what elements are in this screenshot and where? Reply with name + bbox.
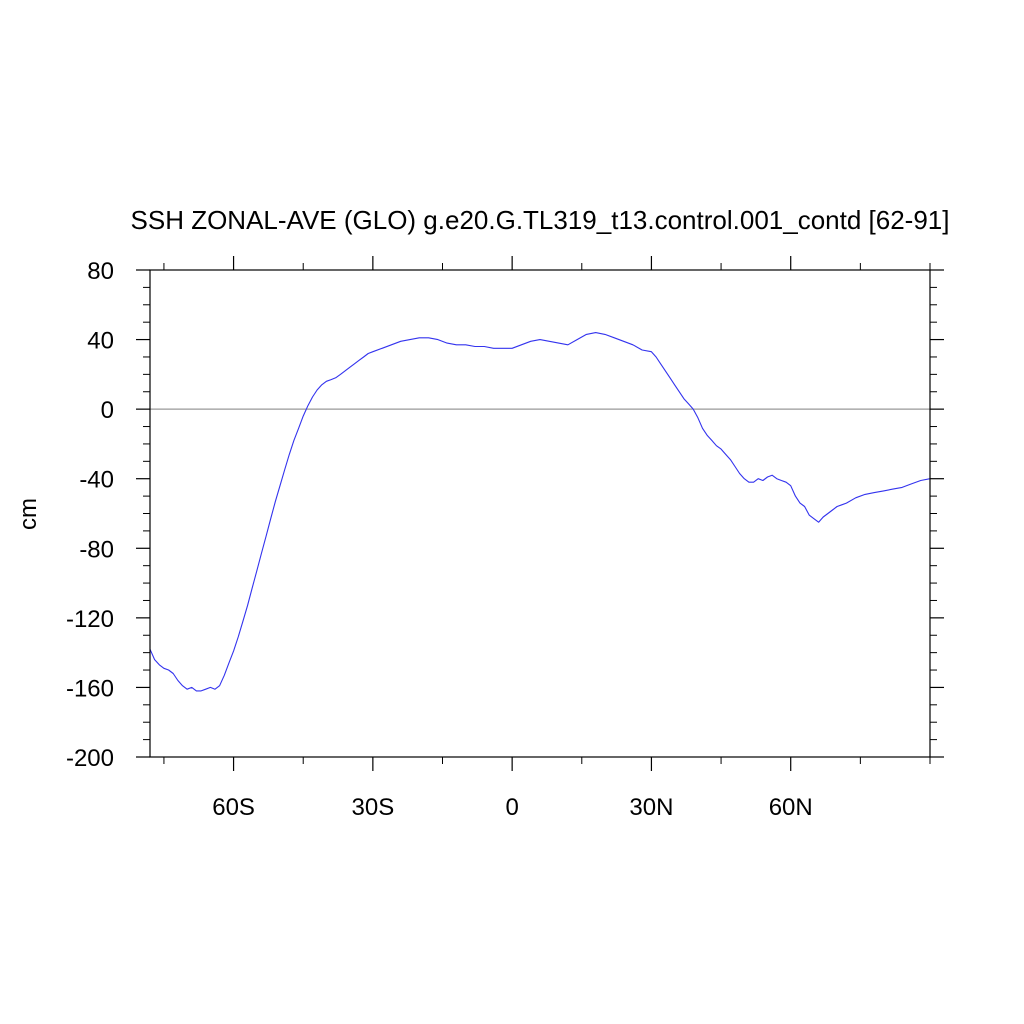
y-tick-label: -40 [79, 467, 114, 494]
y-tick-labels: 80 40 0 -40 -80 -120 -160 -200 [66, 258, 114, 772]
y-tick-label: -80 [79, 536, 114, 563]
x-tick-labels: 60S 30S 0 30N 60N [212, 794, 813, 821]
x-tick-label: 30S [352, 794, 395, 821]
series-line [149, 332, 931, 692]
minor-ticks [143, 263, 937, 764]
y-tick-label: -200 [66, 745, 114, 772]
x-tick-label: 30N [629, 794, 673, 821]
major-ticks [136, 256, 944, 771]
y-tick-label: -120 [66, 606, 114, 633]
y-axis-label: cm [15, 498, 42, 530]
x-tick-label: 60S [212, 794, 255, 821]
x-tick-label: 60N [769, 794, 813, 821]
x-tick-label: 0 [505, 794, 518, 821]
y-tick-label: 80 [87, 258, 114, 285]
chart-title: SSH ZONAL-AVE (GLO) g.e20.G.TL319_t13.co… [131, 205, 950, 235]
plot-frame [149, 269, 931, 758]
y-tick-label: 0 [101, 397, 114, 424]
y-tick-label: -160 [66, 675, 114, 702]
y-tick-label: 40 [87, 328, 114, 355]
